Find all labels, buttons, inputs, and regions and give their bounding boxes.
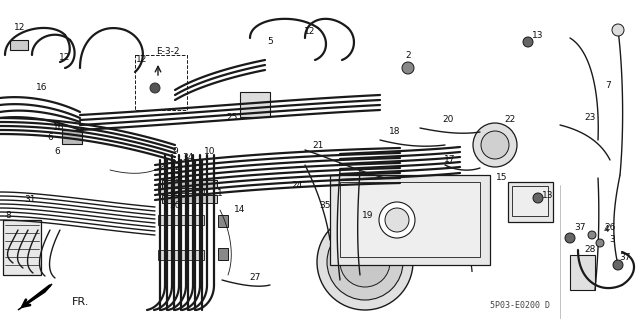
Text: 4: 4 [603, 226, 609, 234]
Bar [512, 186, 548, 216]
Text: 18: 18 [389, 128, 401, 137]
Text: 27: 27 [250, 273, 260, 283]
Text: 15: 15 [496, 174, 508, 182]
Text: 20: 20 [442, 115, 454, 124]
Text: 9: 9 [172, 147, 178, 157]
Bar [218, 215, 228, 227]
Text: 5P03-E0200 D: 5P03-E0200 D [490, 300, 550, 309]
Text: 28: 28 [584, 246, 596, 255]
Text: 16: 16 [36, 84, 48, 93]
Text: 29: 29 [170, 190, 180, 199]
Text: 31: 31 [24, 196, 36, 204]
Text: 21: 21 [312, 140, 324, 150]
Text: 32: 32 [170, 164, 180, 173]
Circle shape [150, 83, 160, 93]
Circle shape [612, 24, 624, 36]
Text: 13: 13 [542, 190, 554, 199]
Text: 12: 12 [304, 27, 316, 36]
Circle shape [402, 62, 414, 74]
Bar [240, 92, 270, 117]
Text: 3: 3 [609, 235, 615, 244]
Text: 2: 2 [405, 50, 411, 60]
Text: 12: 12 [136, 56, 148, 64]
Text: 30: 30 [169, 201, 180, 210]
Text: 33: 33 [169, 174, 180, 182]
Circle shape [385, 208, 409, 232]
Circle shape [340, 237, 390, 287]
Bar [330, 175, 490, 265]
Bar [158, 250, 204, 260]
Text: 10: 10 [204, 147, 216, 157]
Text: 16: 16 [53, 122, 65, 131]
Text: 6: 6 [54, 147, 60, 157]
Text: 5: 5 [267, 38, 273, 47]
Polygon shape [18, 284, 52, 310]
Text: 8: 8 [5, 211, 11, 219]
Circle shape [379, 202, 415, 238]
Text: 17: 17 [444, 155, 456, 165]
Circle shape [565, 233, 575, 243]
Text: 7: 7 [605, 80, 611, 90]
Bar [158, 215, 204, 225]
Text: 24: 24 [291, 181, 303, 189]
Circle shape [596, 239, 604, 247]
Bar [218, 248, 228, 260]
Bar [162, 180, 217, 188]
Text: 37: 37 [574, 224, 586, 233]
Bar [135, 55, 187, 110]
Text: 25: 25 [227, 114, 237, 122]
Bar [10, 40, 28, 50]
Text: 37: 37 [620, 254, 631, 263]
Text: FR.: FR. [72, 297, 90, 307]
Text: 23: 23 [584, 114, 596, 122]
Text: 34: 34 [182, 153, 194, 162]
Text: 6: 6 [47, 133, 53, 143]
Circle shape [588, 231, 596, 239]
Bar [508, 182, 553, 222]
Circle shape [327, 224, 403, 300]
Bar [62, 130, 82, 144]
Text: E-3-2: E-3-2 [156, 48, 180, 56]
Bar [158, 183, 204, 193]
Circle shape [473, 123, 517, 167]
Bar [340, 182, 480, 257]
Bar [570, 255, 595, 290]
Text: 12: 12 [14, 24, 26, 33]
Text: 22: 22 [504, 115, 516, 124]
Text: 19: 19 [362, 211, 374, 219]
Text: 14: 14 [234, 205, 246, 214]
Text: 35: 35 [319, 201, 331, 210]
Circle shape [613, 260, 623, 270]
Bar [162, 195, 217, 203]
Bar [3, 220, 41, 275]
Text: 1: 1 [217, 189, 223, 197]
Circle shape [481, 131, 509, 159]
Circle shape [317, 214, 413, 310]
Circle shape [523, 37, 533, 47]
Circle shape [533, 193, 543, 203]
Text: 26: 26 [604, 224, 616, 233]
Text: 13: 13 [532, 31, 544, 40]
Text: 12: 12 [60, 54, 70, 63]
